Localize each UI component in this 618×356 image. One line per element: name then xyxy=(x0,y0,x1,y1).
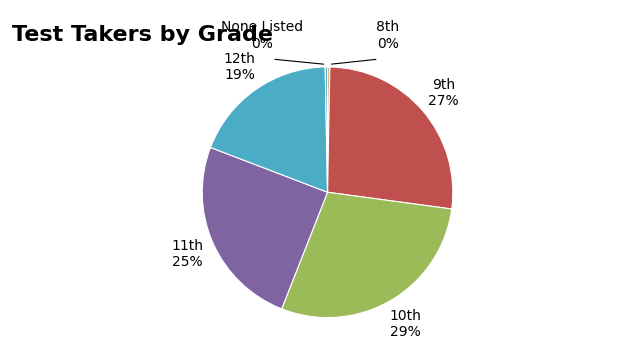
Wedge shape xyxy=(211,67,328,192)
Text: None Listed
0%: None Listed 0% xyxy=(221,21,303,51)
Wedge shape xyxy=(328,67,330,192)
Wedge shape xyxy=(325,67,328,192)
Text: 11th
25%: 11th 25% xyxy=(172,239,204,269)
Text: 8th
0%: 8th 0% xyxy=(376,21,399,51)
Text: 12th
19%: 12th 19% xyxy=(224,52,256,82)
Text: 10th
29%: 10th 29% xyxy=(389,309,421,339)
Wedge shape xyxy=(202,147,328,309)
Wedge shape xyxy=(282,192,452,318)
Text: 9th
27%: 9th 27% xyxy=(428,78,459,108)
Text: Test Takers by Grade: Test Takers by Grade xyxy=(12,25,273,45)
Wedge shape xyxy=(328,67,453,209)
